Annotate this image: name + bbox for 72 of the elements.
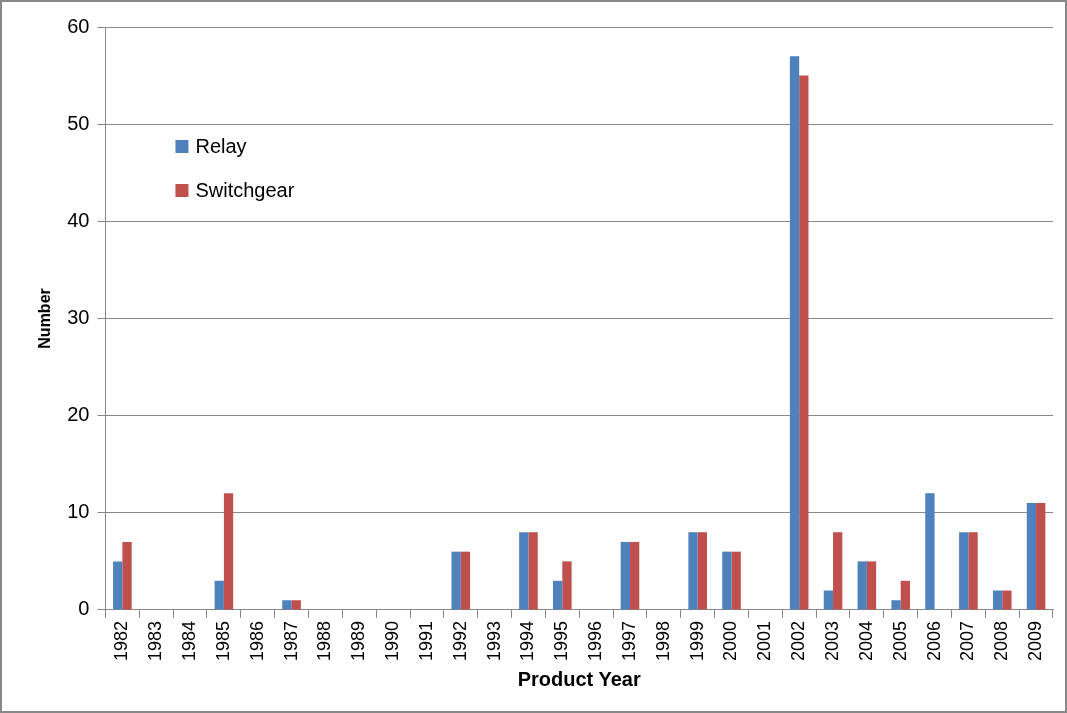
bar — [697, 532, 707, 610]
legend-label: Relay — [195, 134, 247, 157]
bar — [900, 580, 911, 610]
x-tick-label: 1998 — [652, 620, 673, 661]
y-tick-label: 60 — [67, 14, 90, 37]
bar — [620, 541, 630, 610]
bar — [113, 561, 123, 610]
y-axis-title: Number — [36, 288, 54, 349]
bar — [291, 600, 301, 610]
bar — [731, 551, 741, 610]
bar — [214, 580, 224, 610]
bar — [451, 551, 461, 610]
x-tick-label: 1999 — [686, 620, 707, 661]
x-tick-label: 1994 — [517, 620, 538, 661]
x-tick-label: 1989 — [348, 620, 369, 661]
x-tick-label: 1997 — [618, 620, 639, 661]
bar — [992, 590, 1003, 610]
x-tick-label: 1984 — [179, 620, 200, 661]
bar — [959, 532, 969, 610]
bar — [722, 551, 732, 610]
x-axis-title: Product Year — [517, 667, 641, 690]
x-tick-label: 2005 — [889, 620, 910, 661]
bar — [528, 532, 538, 610]
x-tick-label: 1983 — [145, 620, 166, 661]
bar — [223, 493, 234, 610]
bar — [460, 551, 471, 610]
bar — [789, 56, 800, 610]
bar — [1026, 503, 1037, 610]
x-tick-label: 2007 — [957, 620, 978, 661]
x-tick-label: 1993 — [483, 620, 504, 661]
x-tick-label: 2009 — [1025, 620, 1046, 661]
x-tick-label: 1986 — [246, 620, 267, 661]
bar — [122, 541, 132, 610]
x-tick-label: 1987 — [280, 620, 301, 661]
y-tick-label: 40 — [67, 208, 90, 231]
bar — [799, 75, 809, 610]
x-tick-label: 1991 — [415, 620, 436, 661]
bar — [562, 561, 572, 610]
x-tick-label: 1985 — [212, 620, 233, 661]
x-tick-label: 2006 — [923, 620, 944, 661]
x-tick-label: 1996 — [585, 620, 606, 661]
bar — [282, 600, 292, 610]
bar — [553, 580, 563, 610]
bar — [1036, 503, 1046, 610]
y-tick-label: 20 — [67, 403, 90, 426]
y-tick-label: 0 — [78, 597, 90, 620]
y-tick-label: 50 — [67, 111, 90, 134]
bar — [629, 541, 640, 610]
bar — [891, 600, 901, 610]
bar — [925, 493, 935, 610]
x-tick-label: 2002 — [788, 620, 809, 661]
x-tick-label: 2004 — [855, 620, 876, 661]
x-tick-label: 2001 — [754, 620, 775, 661]
bar — [857, 561, 867, 610]
x-tick-label: 1982 — [111, 620, 132, 661]
x-tick-label: 1992 — [449, 620, 470, 661]
x-tick-label: 1988 — [314, 620, 335, 661]
y-tick-label: 10 — [67, 500, 90, 523]
bar — [688, 532, 698, 610]
x-tick-label: 2008 — [991, 620, 1012, 661]
legend-label: Switchgear — [195, 178, 295, 201]
x-tick-label: 1995 — [551, 620, 572, 661]
y-tick-label: 30 — [67, 305, 90, 328]
x-tick-label: 1990 — [382, 620, 403, 661]
bar — [823, 590, 834, 610]
bar — [968, 532, 978, 610]
bar — [1002, 590, 1012, 610]
bar — [833, 532, 843, 610]
bar — [866, 561, 877, 610]
x-tick-label: 2000 — [720, 620, 741, 661]
bar — [519, 532, 529, 610]
x-tick-label: 2003 — [822, 620, 842, 661]
